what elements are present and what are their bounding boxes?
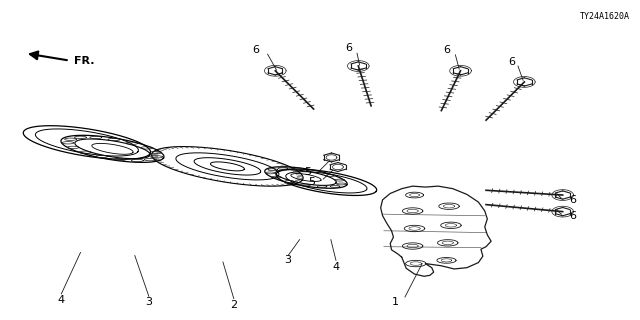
Text: FR.: FR.: [74, 56, 95, 66]
Text: 5: 5: [308, 177, 315, 187]
Text: 6: 6: [345, 43, 352, 53]
Text: 4: 4: [332, 262, 340, 272]
Text: TY24A1620A: TY24A1620A: [580, 12, 630, 21]
Text: 6: 6: [569, 195, 576, 205]
Text: 3: 3: [145, 297, 152, 307]
Text: 6: 6: [443, 45, 450, 55]
Text: 5: 5: [304, 167, 311, 177]
Text: 2: 2: [230, 300, 237, 310]
Text: 6: 6: [508, 57, 515, 67]
Text: 4: 4: [58, 295, 65, 305]
Text: 3: 3: [285, 255, 292, 265]
Text: 6: 6: [569, 211, 576, 221]
Text: 1: 1: [392, 297, 399, 307]
Text: 6: 6: [253, 45, 260, 55]
